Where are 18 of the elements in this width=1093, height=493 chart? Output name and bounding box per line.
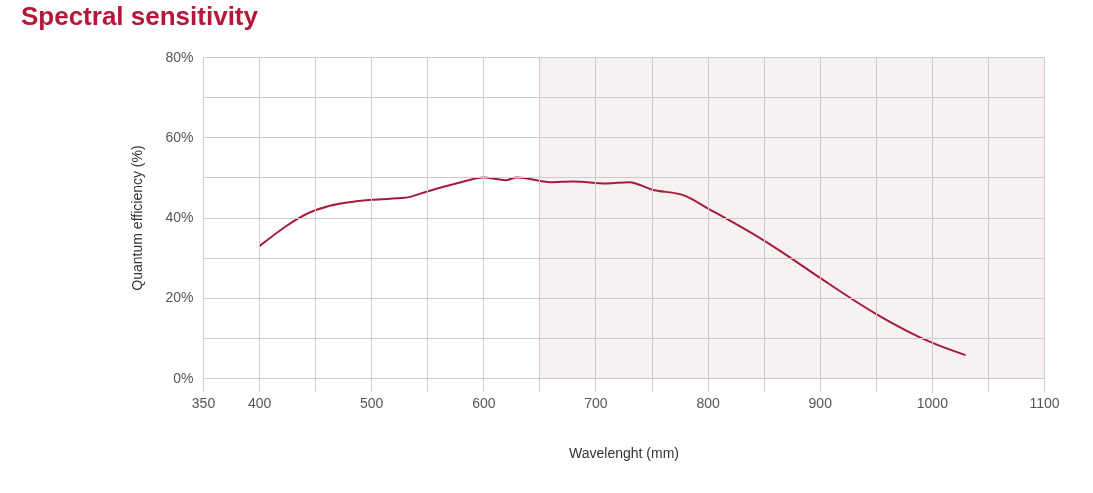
x-tick-label: 1000 [916,394,949,411]
y-tick-label: 20% [165,289,194,306]
x-tick-label: 600 [472,394,496,411]
y-tick-label: 0% [173,369,194,386]
y-tick-label: 40% [165,209,194,225]
chart-title: Spectral sensitivity [20,1,259,31]
y-tick-label: 60% [165,128,194,145]
x-tick-label: 350 [191,394,216,411]
y-tick-label: 80% [165,48,194,65]
y-axis-title: Quantum efficiency (%) [129,145,146,291]
x-tick-label: 500 [360,394,384,411]
x-axis-title: Wavelenght (mm) [569,444,679,461]
x-tick-label: 900 [808,394,833,411]
x-tick-label: 700 [584,394,608,411]
x-tick-label: 800 [696,394,720,411]
x-tick-label: 1100 [1029,394,1060,411]
line-series [258,176,967,357]
x-tick-label: 400 [247,394,272,411]
